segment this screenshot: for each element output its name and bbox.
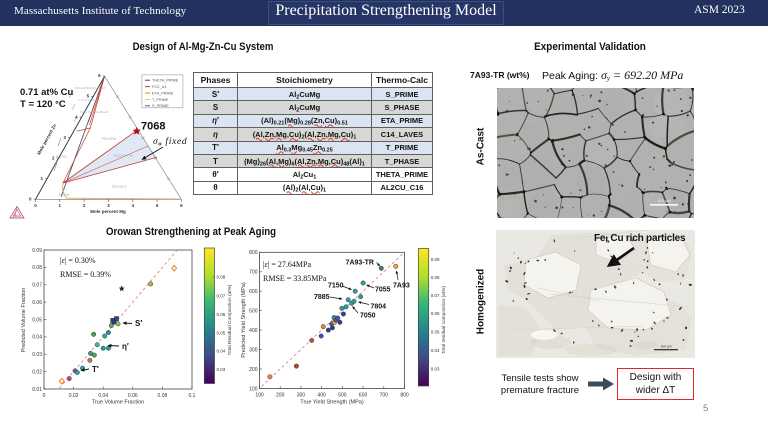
svg-text:FCC+DO22+ND+AT+AT: FCC+DO22+ND+AT+AT	[75, 86, 106, 90]
svg-text:7150: 7150	[328, 283, 344, 290]
svg-text:700: 700	[249, 270, 258, 276]
svg-text:7A93: 7A93	[393, 283, 410, 290]
svg-text:6: 6	[98, 73, 101, 78]
svg-text:RMSE = 33.85MPa: RMSE = 33.85MPa	[263, 274, 327, 283]
svg-text:300: 300	[249, 347, 258, 353]
svg-text:7050: 7050	[360, 313, 376, 320]
svg-text:1: 1	[59, 203, 62, 208]
svg-text:600: 600	[249, 289, 258, 295]
svg-text:0.03: 0.03	[431, 367, 440, 372]
svg-text:4: 4	[132, 203, 135, 208]
svg-text:1: 1	[40, 176, 43, 181]
svg-text:100 µm: 100 µm	[657, 198, 671, 203]
svg-text:0: 0	[43, 393, 46, 399]
svg-text:200: 200	[249, 367, 258, 373]
svg-text:0.07: 0.07	[431, 293, 440, 298]
svg-text:7055: 7055	[375, 287, 391, 294]
svg-text:0.06: 0.06	[32, 300, 42, 306]
svg-text:0.03: 0.03	[32, 352, 42, 358]
svg-text:300: 300	[297, 393, 306, 399]
svg-text:0.07: 0.07	[217, 294, 226, 299]
svg-text:Predicted Volume Fraction: Predicted Volume Fraction	[21, 288, 27, 353]
svg-text:0.04: 0.04	[217, 349, 226, 354]
svg-text:400: 400	[317, 393, 326, 399]
svg-text:0.05: 0.05	[431, 330, 440, 335]
svg-text:0.1: 0.1	[189, 393, 196, 399]
svg-text:0.09: 0.09	[431, 257, 440, 262]
svg-text:5: 5	[87, 94, 90, 99]
svg-text:7068: 7068	[141, 121, 165, 133]
svg-text:Predicted Yield Strength (MPa): Predicted Yield Strength (MPa)	[241, 282, 247, 358]
svg-text:7885: 7885	[314, 294, 330, 301]
svg-text:0.08: 0.08	[158, 393, 168, 399]
svg-text:T'+S'+T+FCC+AT: T'+S'+T+FCC+AT	[78, 98, 100, 102]
svg-text:0.08: 0.08	[32, 265, 42, 271]
svg-text:0.05: 0.05	[217, 331, 226, 336]
svg-text:S′: S′	[135, 319, 142, 328]
svg-text:200: 200	[276, 393, 285, 399]
svg-text:0.04: 0.04	[98, 393, 108, 399]
svg-text:0.06: 0.06	[217, 312, 226, 317]
svg-text:|ε| = 27.64MPa: |ε| = 27.64MPa	[263, 260, 311, 269]
svg-text:100 µm: 100 µm	[660, 345, 671, 349]
svg-text:800: 800	[249, 250, 258, 256]
svg-text:700: 700	[380, 393, 389, 399]
svg-text:T′: T′	[92, 365, 99, 374]
svg-text:THETA_PRIME: THETA_PRIME	[152, 79, 179, 83]
svg-text:0.01: 0.01	[32, 387, 42, 393]
svg-text:600: 600	[359, 393, 368, 399]
svg-text:0.08: 0.08	[431, 275, 440, 280]
svg-text:σo fixed: σo fixed	[153, 136, 187, 148]
svg-text:Mole percent Zn: Mole percent Zn	[36, 123, 57, 156]
svg-text:800: 800	[400, 393, 409, 399]
svg-text:0.06: 0.06	[431, 311, 440, 316]
svg-text:0.07: 0.07	[32, 283, 42, 289]
svg-text:3: 3	[63, 135, 66, 140]
svg-text:0.03: 0.03	[217, 367, 226, 372]
svg-text:FCC+S: FCC+S	[56, 155, 67, 159]
svg-text:Total residual composition (at: Total residual composition (at%)	[441, 286, 447, 354]
svg-text:6: 6	[180, 203, 183, 208]
svg-text:FCC+S+T: FCC+S+T	[112, 185, 126, 189]
svg-text:True Volume Fraction: True Volume Fraction	[92, 400, 144, 406]
svg-text:FCC+e: FCC+e	[59, 193, 69, 197]
svg-text:2: 2	[52, 155, 55, 160]
svg-text:7A93-TR: 7A93-TR	[346, 260, 374, 267]
svg-text:|ε| = 0.30%: |ε| = 0.30%	[60, 256, 96, 265]
svg-text:Total Residual Composition (at: Total Residual Composition (at%)	[227, 284, 233, 355]
svg-text:3: 3	[107, 203, 110, 208]
svg-text:0.02: 0.02	[69, 393, 79, 399]
svg-text:True Yield Strength (MPa): True Yield Strength (MPa)	[300, 400, 364, 406]
svg-text:T_PRIME: T_PRIME	[152, 98, 169, 102]
svg-text:0: 0	[29, 196, 32, 201]
svg-text:0.05: 0.05	[32, 317, 42, 323]
svg-text:2: 2	[83, 203, 86, 208]
svg-text:0.09: 0.09	[32, 248, 42, 254]
svg-text:FCC+T'+COM+ND+AT: FCC+T'+COM+ND+AT	[80, 110, 109, 114]
svg-text:5: 5	[156, 203, 159, 208]
svg-text:0.04: 0.04	[32, 335, 42, 341]
svg-text:0: 0	[34, 203, 37, 208]
svg-text:FCC_A1: FCC_A1	[152, 85, 167, 89]
svg-text:FCC+S'+T'+e: FCC+S'+T'+e	[114, 154, 133, 158]
svg-text:400: 400	[249, 328, 258, 334]
svg-text:500: 500	[249, 309, 258, 315]
svg-text:0.04: 0.04	[431, 348, 440, 353]
svg-text:S_PRIME: S_PRIME	[152, 104, 169, 108]
svg-text:FCC+S+e: FCC+S+e	[102, 137, 116, 141]
svg-text:100: 100	[249, 386, 258, 392]
svg-text:7804: 7804	[371, 304, 387, 311]
svg-text:0.08: 0.08	[217, 275, 226, 280]
svg-text:Mole percent Mg: Mole percent Mg	[90, 209, 126, 214]
svg-text:100: 100	[255, 393, 264, 399]
svg-text:ETA_PRIME: ETA_PRIME	[152, 91, 174, 95]
svg-text:0.02: 0.02	[32, 369, 42, 375]
svg-text:η′: η′	[122, 342, 129, 351]
svg-text:500: 500	[338, 393, 347, 399]
svg-text:RMSE = 0.39%: RMSE = 0.39%	[60, 270, 111, 279]
svg-text:0.06: 0.06	[128, 393, 138, 399]
